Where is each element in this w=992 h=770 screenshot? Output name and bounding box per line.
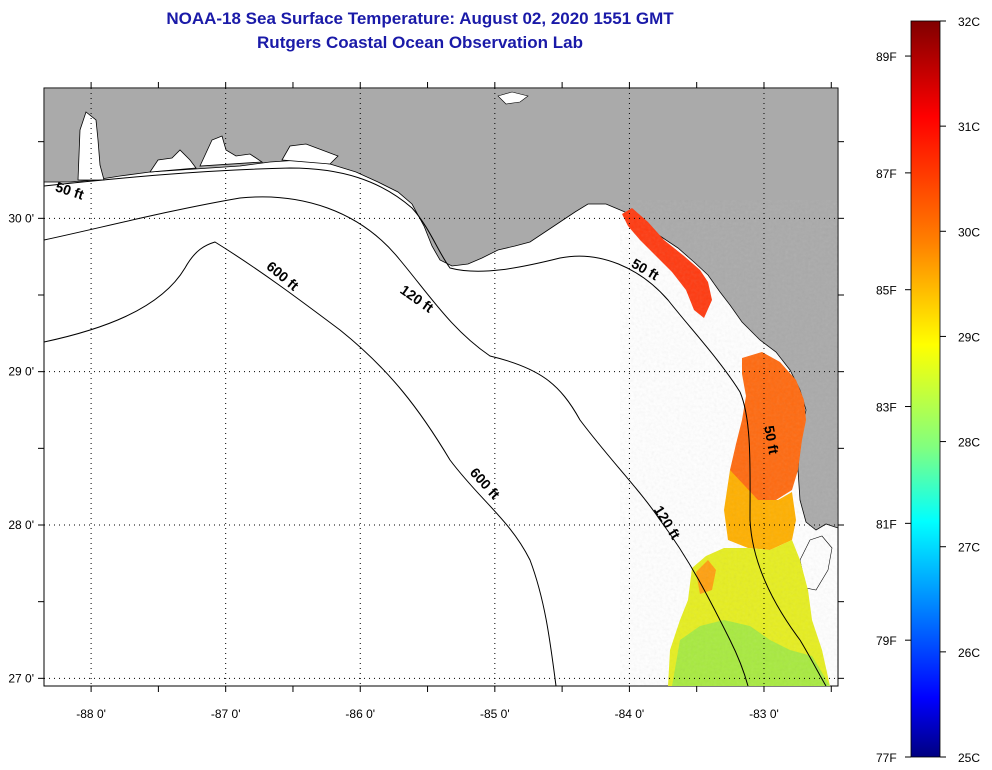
contour-600ft	[44, 241, 557, 686]
cbar-label-f: 79F	[876, 634, 897, 648]
bay-mobile	[77, 111, 105, 181]
lake	[497, 91, 529, 105]
contour-50ft	[44, 167, 827, 686]
cbar-label-c: 25C	[958, 751, 980, 765]
lon-label: -87 0'	[211, 707, 241, 721]
lat-label: 29 0'	[8, 365, 34, 379]
bay-choctaw	[199, 135, 264, 167]
colorbar	[910, 20, 941, 758]
lon-label: -84 0'	[615, 707, 645, 721]
cbar-label-f: 87F	[876, 167, 897, 181]
lon-label: -83 0'	[749, 707, 779, 721]
cbar-label-c: 28C	[958, 436, 980, 450]
cbar-label-f: 85F	[876, 284, 897, 298]
lat-label: 27 0'	[8, 671, 34, 685]
cbar-label-c: 26C	[958, 646, 980, 660]
sst-overlay	[620, 200, 838, 686]
lon-label: -85 0'	[480, 707, 510, 721]
bay-st-andrew	[281, 143, 339, 165]
map-title: NOAA-18 Sea Surface Temperature: August …	[166, 9, 674, 28]
cbar-label-f: 81F	[876, 517, 897, 531]
cbar-label-c: 32C	[958, 15, 980, 29]
cbar-label-f: 77F	[876, 751, 897, 765]
cbar-label-f: 89F	[876, 50, 897, 64]
contour-label: 50 ft	[761, 424, 782, 455]
cbar-label-c: 30C	[958, 225, 980, 239]
lat-label: 30 0'	[8, 211, 34, 225]
lon-label: -88 0'	[76, 707, 106, 721]
contour-120ft	[44, 196, 749, 686]
bay-pensacola	[149, 149, 197, 173]
cbar-label-c: 31C	[958, 120, 980, 134]
cbar-label-c: 27C	[958, 541, 980, 555]
lon-label: -86 0'	[345, 707, 375, 721]
cbar-label-f: 83F	[876, 401, 897, 415]
cbar-label-c: 29C	[958, 330, 980, 344]
lat-label: 28 0'	[8, 518, 34, 532]
map-subtitle: Rutgers Coastal Ocean Observation Lab	[257, 33, 583, 52]
